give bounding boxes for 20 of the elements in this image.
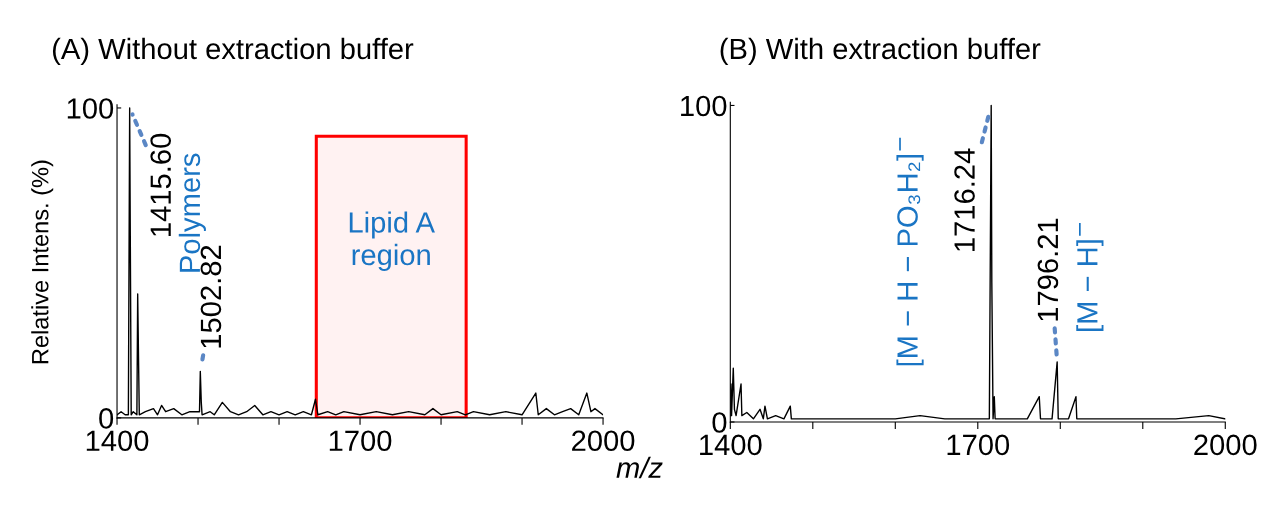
x-tick-label: 1700 xyxy=(947,434,1010,456)
y-tick-label: 100 xyxy=(681,95,727,117)
annotation: [M − H − PO₃H₂]$^{−}$ xyxy=(896,137,924,366)
y-tick-label: 0 xyxy=(712,412,727,433)
x-tick-label: 1700 xyxy=(329,430,392,452)
x-tick-label: 1400 xyxy=(86,430,149,452)
x-tick-label: 2000 xyxy=(1194,434,1257,456)
annotation: 1415.60 xyxy=(150,133,172,236)
y-tick-label: 0 xyxy=(99,408,114,429)
x-tick-label: 2000 xyxy=(572,430,635,452)
chart-title: (B) With extraction buffer xyxy=(720,37,1041,65)
annotation: [M − H]$^{−}$ xyxy=(1076,222,1104,331)
x-axis-title: m/z xyxy=(616,456,663,479)
y-tick-label: 100 xyxy=(67,98,114,119)
x-tick-label: 1400 xyxy=(700,434,762,456)
chart-title: (A) Without extraction buffer xyxy=(52,37,414,65)
y-axis-title: Relative Intens. (%) xyxy=(31,160,54,364)
band-label: Lipid A region xyxy=(349,211,435,272)
annotation: 1796.21 xyxy=(1037,218,1059,321)
annotation: 1716.24 xyxy=(954,148,975,251)
